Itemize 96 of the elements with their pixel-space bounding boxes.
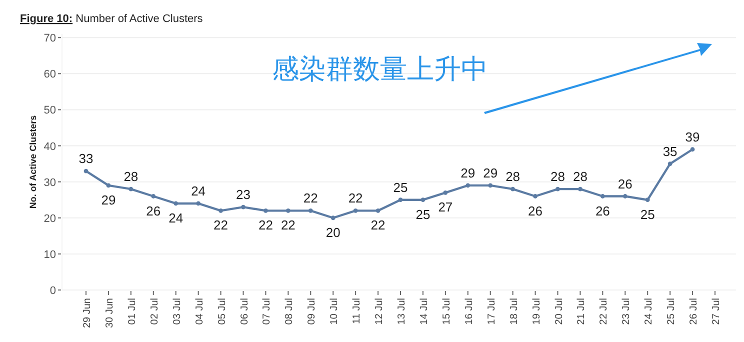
x-tick-label: 29 Jun — [82, 298, 93, 328]
x-tick-label: 18 Jul — [508, 298, 520, 325]
point — [556, 186, 560, 192]
point — [308, 208, 313, 213]
data-label: 28 — [124, 169, 138, 184]
y-tick-label: 0 — [50, 285, 56, 297]
x-tick-label: 22 Jul — [598, 298, 610, 325]
point — [353, 208, 358, 213]
data-label: 35 — [662, 144, 678, 159]
data-label: 24 — [168, 210, 184, 226]
x-tick-label: 08 Jul — [284, 298, 296, 325]
data-label: 22 — [280, 218, 296, 233]
data-label: 29 — [460, 165, 476, 180]
x-tick-label: 06 Jul — [239, 298, 250, 325]
point — [690, 147, 695, 152]
y-axis-title: No. of Active Clusters — [28, 115, 38, 209]
data-label: 25 — [393, 180, 408, 195]
point — [218, 208, 223, 213]
data-label: 22 — [370, 218, 386, 233]
data-label: 22 — [348, 190, 363, 206]
x-tick-label: 13 Jul — [396, 298, 408, 325]
x-tick-label: 11 Jul — [352, 298, 363, 324]
x-tick-label: 24 Jul — [644, 298, 655, 325]
x-tick-label: 19 Jul — [531, 298, 542, 325]
y-tick-label: 70 — [44, 32, 56, 45]
point — [420, 198, 426, 202]
x-tick-label: 16 Jul — [464, 298, 475, 325]
point — [376, 208, 380, 213]
data-label: 26 — [595, 203, 610, 218]
x-tick-label: 23 Jul — [621, 298, 632, 325]
data-label: 22 — [303, 190, 318, 206]
data-label: 28 — [572, 169, 588, 184]
x-tick-label: 21 Jul — [576, 298, 588, 325]
y-tick-label: 10 — [44, 248, 56, 261]
data-label: 25 — [640, 206, 655, 222]
point — [151, 194, 156, 198]
data-label: 22 — [214, 218, 228, 233]
point — [466, 183, 470, 188]
point — [645, 198, 650, 202]
data-label: 26 — [528, 203, 543, 218]
point — [241, 204, 246, 210]
data-label: 28 — [506, 169, 520, 184]
point — [578, 186, 582, 192]
x-tick-label: 02 Jul — [149, 298, 160, 325]
data-label: 24 — [191, 183, 206, 198]
data-label: 25 — [416, 206, 430, 222]
x-tick-label: 26 Jul — [688, 298, 700, 325]
x-tick-label: 04 Jul — [194, 298, 206, 325]
x-tick-label: 09 Jul — [306, 298, 318, 325]
point — [196, 201, 201, 206]
y-tick-label: 30 — [44, 176, 56, 189]
point — [106, 183, 111, 188]
point — [330, 216, 336, 220]
x-tick-label: 03 Jul — [172, 298, 183, 325]
data-label: 26 — [146, 203, 161, 218]
data-label: 29 — [483, 165, 498, 180]
point — [174, 201, 178, 206]
point — [264, 208, 268, 213]
x-tick-label: 30 Jun — [104, 298, 116, 328]
x-tick-label: 07 Jul — [262, 298, 273, 325]
data-label: 39 — [685, 129, 700, 144]
x-tick-label: 20 Jul — [554, 298, 565, 325]
data-label: 20 — [326, 224, 340, 240]
x-tick-label: 14 Jul — [418, 298, 430, 325]
point — [668, 162, 672, 166]
data-label: 29 — [101, 192, 116, 208]
point — [622, 194, 628, 198]
y-tick-label: 40 — [44, 140, 56, 153]
x-tick-label: 10 Jul — [329, 298, 340, 325]
point — [443, 190, 448, 195]
data-label: 23 — [236, 187, 250, 202]
point — [510, 186, 516, 192]
x-tick-label: 12 Jul — [374, 298, 386, 325]
data-label: 22 — [258, 218, 273, 233]
data-label: 33 — [78, 151, 94, 166]
point — [533, 194, 538, 198]
point — [84, 168, 88, 174]
point — [128, 186, 134, 192]
point — [488, 183, 493, 188]
y-tick-label: 20 — [44, 212, 56, 225]
chart-title: Figure 10: Number of Active Clusters — [20, 13, 204, 25]
point — [398, 198, 403, 202]
x-tick-label: 17 Jul — [486, 298, 498, 325]
data-label: 27 — [438, 200, 453, 215]
x-tick-label: 05 Jul — [216, 298, 228, 325]
x-tick-label: 27 Jul — [711, 298, 722, 325]
x-tick-label: 15 Jul — [441, 298, 452, 325]
data-label: 28 — [550, 169, 565, 184]
annotation: 感染群数量上升中 — [272, 54, 488, 84]
point — [600, 194, 605, 198]
x-tick-label: 25 Jul — [666, 298, 678, 325]
y-tick-label: 50 — [44, 104, 56, 117]
data-label: 26 — [618, 176, 632, 192]
x-tick-label: 01 Jul — [126, 298, 138, 325]
point — [286, 208, 290, 213]
y-tick-label: 60 — [44, 68, 56, 81]
